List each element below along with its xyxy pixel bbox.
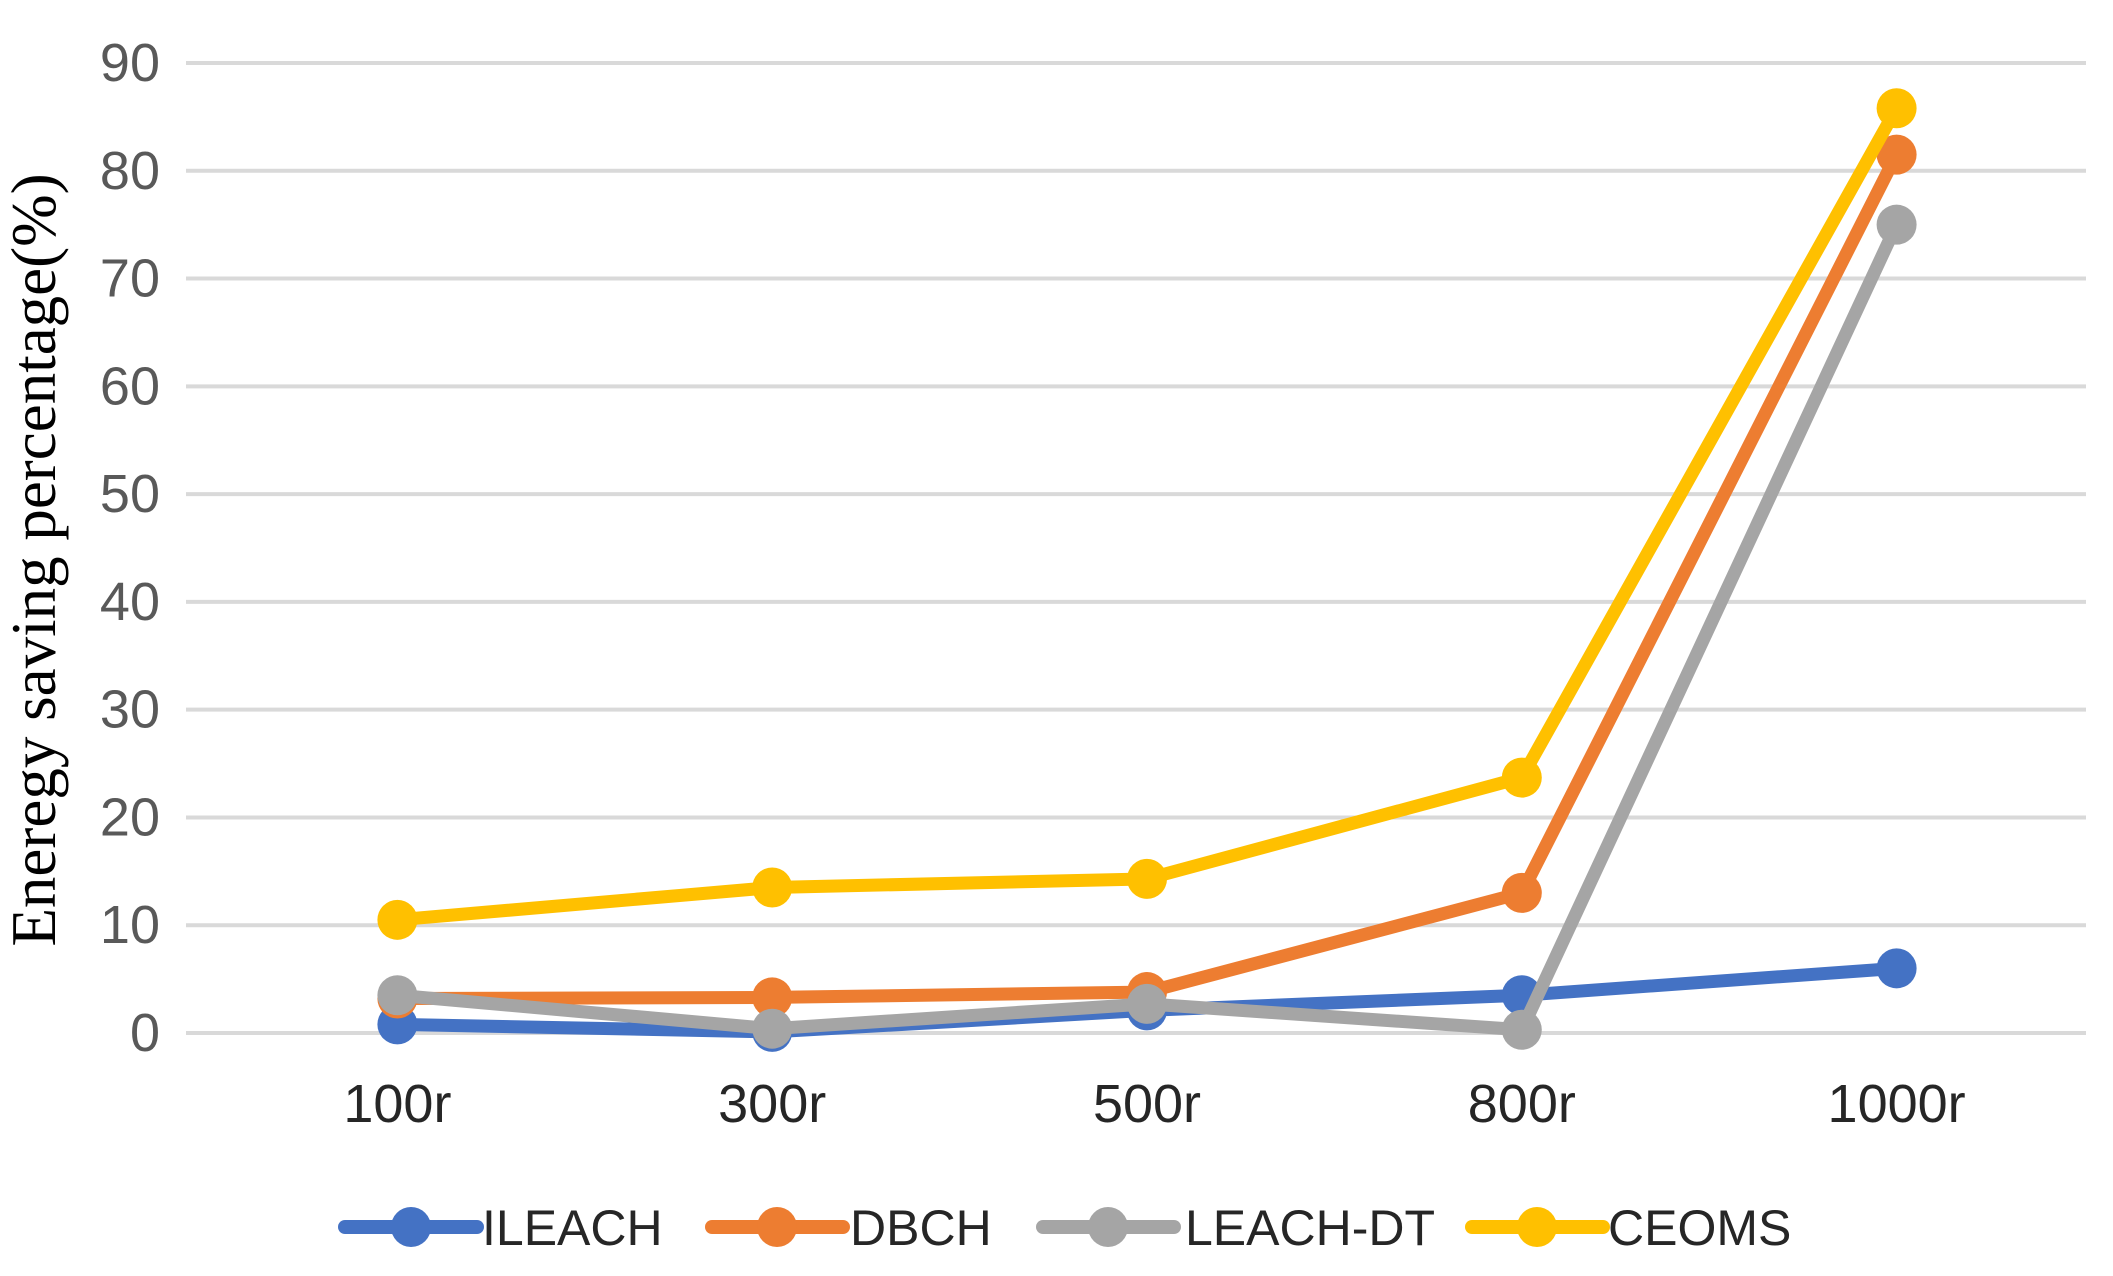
legend-label-dbch: DBCH [850,1200,992,1256]
series-line-leach-dt [390,218,1904,1037]
data-point-ceoms-300r [752,867,793,908]
x-tick-label-100r: 100r [343,1074,451,1134]
data-point-dbch-300r [752,977,793,1018]
series-line-ceoms [390,101,1904,927]
data-point-ceoms-800r [1501,757,1542,798]
x-tick-label-1000r: 1000r [1828,1074,1966,1134]
legend-label-leach-dt: LEACH-DT [1185,1200,1435,1256]
y-axis-tick-labels: 0 10 20 30 40 50 60 70 80 90 [100,33,160,1063]
series-group [377,88,1917,1052]
legend-item-ileach: ILEACH [338,1200,663,1256]
legend: ILEACH DBCH LEACH-DT CEOMS [338,1200,1791,1256]
y-axis-title: Eneregy saving percentage(%) [0,173,69,946]
data-point-leach-dt-800r [1501,1009,1542,1050]
y-tick-label-90: 90 [100,33,160,93]
x-tick-label-300r: 300r [718,1074,826,1134]
legend-swatch-dot-ceoms [1517,1207,1557,1247]
legend-label-ileach: ILEACH [482,1200,663,1256]
data-point-ileach-1000r [1876,948,1917,989]
legend-swatch-dot-ileach [391,1207,431,1247]
legend-label-ceoms: CEOMS [1608,1200,1791,1256]
y-tick-label-60: 60 [100,356,160,416]
y-tick-label-0: 0 [130,1003,160,1063]
legend-item-dbch: DBCH [705,1200,992,1256]
y-tick-label-40: 40 [100,572,160,632]
data-point-dbch-800r [1501,872,1542,913]
data-point-ceoms-500r [1127,858,1167,899]
data-point-leach-dt-100r [377,975,418,1016]
legend-item-leach-dt: LEACH-DT [1036,1200,1435,1256]
legend-swatch-dot-leach-dt [1088,1207,1128,1247]
data-point-ceoms-1000r [1876,88,1917,129]
data-point-leach-dt-1000r [1876,204,1917,245]
legend-item-ceoms: CEOMS [1465,1200,1791,1256]
gridlines-group [186,61,2086,1035]
x-tick-label-500r: 500r [1093,1074,1201,1134]
data-point-dbch-1000r [1876,134,1917,175]
data-point-leach-dt-300r [752,1008,793,1049]
y-tick-label-30: 30 [100,680,160,740]
y-tick-label-50: 50 [100,464,160,524]
legend-swatch-dot-dbch [757,1207,797,1247]
x-tick-label-800r: 800r [1468,1074,1576,1134]
y-tick-label-80: 80 [100,141,160,201]
y-tick-label-70: 70 [100,249,160,309]
data-point-leach-dt-500r [1127,983,1167,1024]
x-axis-tick-labels: 100r 300r 500r 800r 1000r [343,1074,1965,1134]
y-tick-label-20: 20 [100,787,160,847]
data-point-ceoms-100r [377,899,418,940]
y-tick-label-10: 10 [100,895,160,955]
